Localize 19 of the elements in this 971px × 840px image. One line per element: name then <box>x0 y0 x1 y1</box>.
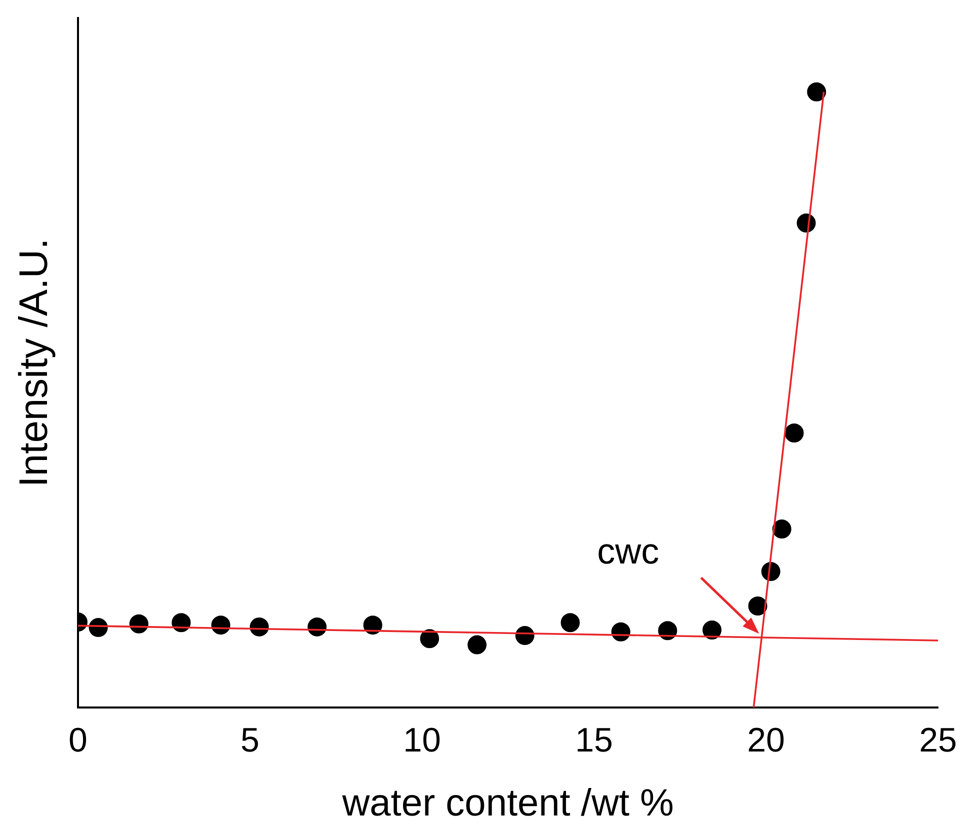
point <box>702 620 722 640</box>
x-axis-title: water content /wt % <box>341 782 674 825</box>
x-tick-label: 20 <box>747 721 785 760</box>
point <box>784 423 804 442</box>
point <box>658 621 678 640</box>
point <box>363 616 382 635</box>
annotation: cwc <box>597 530 660 572</box>
point <box>420 629 440 648</box>
x-tick-label: 25 <box>919 721 957 760</box>
point <box>468 635 487 654</box>
x-tick-label: 15 <box>575 721 613 760</box>
x-tick-label: 0 <box>68 721 88 760</box>
point <box>748 596 768 616</box>
point <box>807 82 826 102</box>
point <box>772 520 792 539</box>
y-axis-title: Intensity /A.U. <box>12 238 56 488</box>
x-tick-label: 5 <box>240 721 260 760</box>
point <box>560 613 580 632</box>
x-tick-label: 10 <box>403 721 441 760</box>
